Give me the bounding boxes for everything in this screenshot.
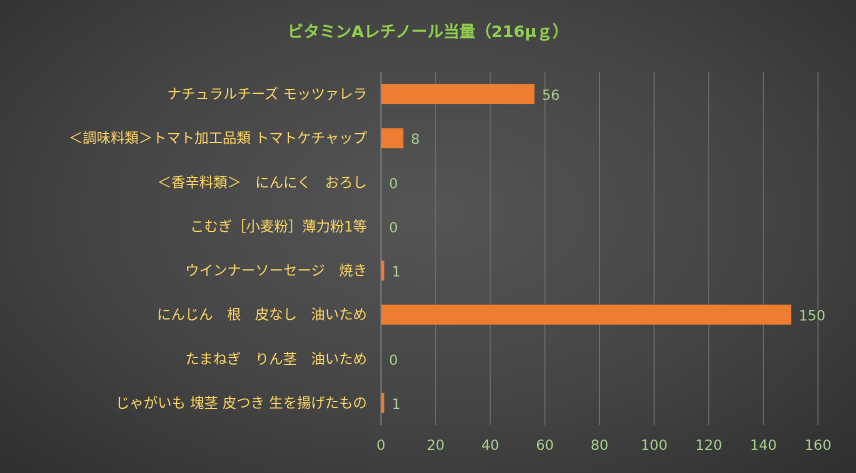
x-tick-label: 60 — [536, 438, 554, 454]
value-label: 56 — [542, 88, 560, 104]
bar — [381, 128, 404, 149]
x-tick-label: 40 — [481, 438, 499, 454]
value-label: 8 — [411, 132, 420, 148]
bar — [381, 84, 535, 105]
value-label: 0 — [389, 220, 398, 236]
x-tick-label: 120 — [695, 438, 722, 454]
category-label: にんじん 根 皮なし 油いため — [157, 308, 367, 324]
category-label: たまねぎ りん茎 油いため — [185, 352, 367, 368]
category-label: ＜調味料類＞トマト加工品類 トマトケチャップ — [69, 131, 367, 147]
x-tick-label: 160 — [805, 438, 832, 454]
bars — [381, 84, 792, 413]
category-label: じゃがいも 塊茎 皮つき 生を揚げたもの — [116, 395, 367, 412]
value-label: 1 — [392, 265, 401, 281]
x-tick-label: 0 — [377, 438, 386, 454]
bar — [381, 392, 385, 413]
category-label: ナチュラルチーズ モッツァレラ — [167, 87, 367, 103]
chart-title: ビタミンAレチノール当量（216μｇ） — [287, 22, 568, 42]
bar — [381, 304, 792, 325]
value-label: 0 — [389, 176, 398, 192]
gridlines — [380, 72, 819, 425]
x-tick-label: 80 — [591, 438, 609, 454]
category-label: こむぎ［小麦粉］薄力粉1等 — [190, 218, 367, 235]
x-tick-label: 20 — [427, 438, 445, 454]
value-labels: 56 8 0 0 1 150 0 1 — [389, 88, 825, 413]
x-axis-ticks: 0 20 40 60 80 100 120 140 160 — [377, 438, 832, 454]
category-label: ウインナーソーセージ 焼き — [185, 264, 367, 280]
value-label: 0 — [389, 353, 398, 369]
x-tick-label: 140 — [750, 438, 777, 454]
bar — [381, 260, 385, 281]
value-label: 1 — [392, 397, 401, 413]
category-label: ＜香辛料類＞ にんにく おろし — [157, 175, 367, 191]
x-tick-label: 100 — [641, 438, 668, 454]
category-labels: ナチュラルチーズ モッツァレラ ＜調味料類＞トマト加工品類 トマトケチャップ ＜香辛… — [69, 87, 367, 412]
value-label: 150 — [799, 309, 826, 325]
